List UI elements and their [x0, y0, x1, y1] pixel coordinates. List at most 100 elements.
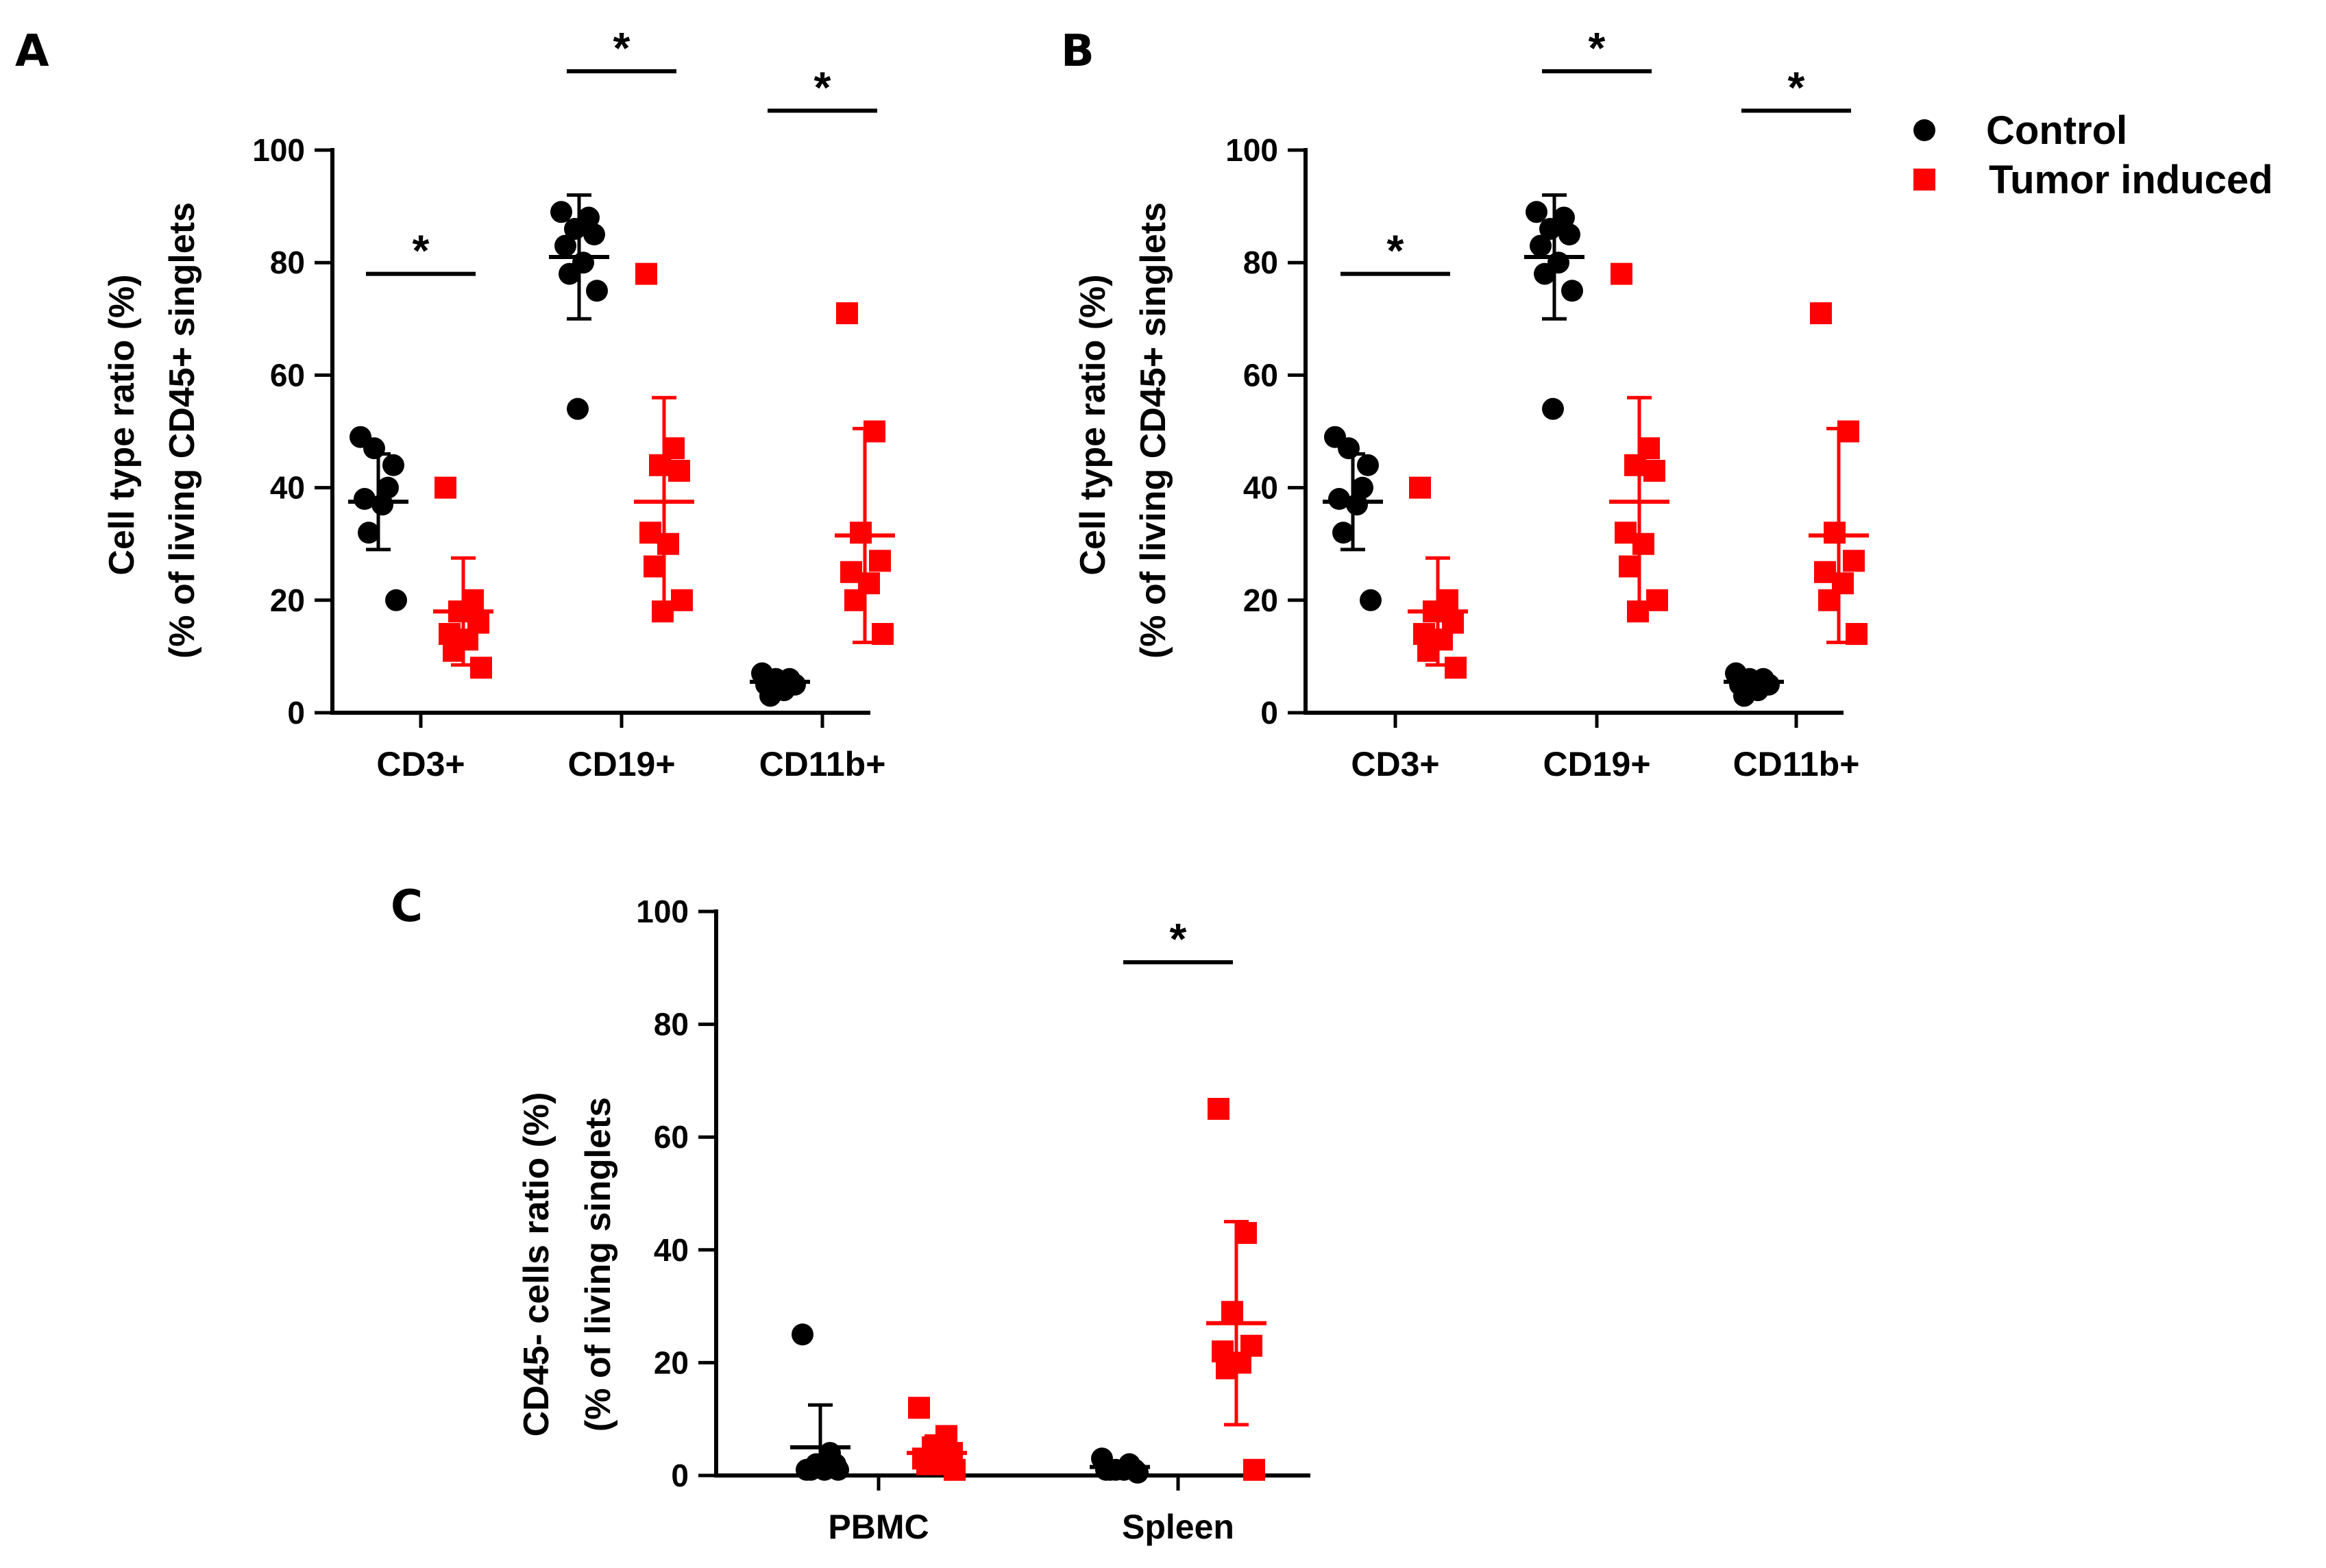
y-axis-label-line1: CD45- cells ratio (%) — [517, 1092, 556, 1437]
tumor-point — [657, 532, 679, 555]
control-point — [385, 589, 407, 611]
significance-star: * — [413, 226, 430, 275]
tumor-point — [1824, 522, 1846, 544]
y-tick-label: 80 — [654, 1007, 689, 1042]
control-point — [1099, 1458, 1121, 1481]
control-point — [1542, 397, 1564, 420]
plot-area-a: 0 20 40 60 80 100 CD3+ CD19+ CD11b+ * * * — [252, 23, 895, 783]
tumor-point — [644, 555, 665, 578]
y-tick-label: 60 — [270, 357, 305, 393]
tumor-point — [1445, 657, 1467, 679]
tumor-point — [864, 420, 885, 443]
tumor-point — [1619, 555, 1641, 578]
tumor-point — [836, 302, 858, 325]
control-point — [377, 476, 399, 499]
control-point — [1526, 201, 1547, 223]
tumor-point — [635, 262, 657, 285]
y-tick-label: 40 — [654, 1232, 689, 1268]
y-tick-label: 0 — [1260, 695, 1278, 731]
x-tick-label: CD3+ — [1351, 745, 1439, 783]
tumor-point — [1846, 623, 1868, 646]
y-tick-label: 0 — [671, 1458, 689, 1493]
tumor-point — [671, 589, 693, 611]
control-point — [792, 1323, 813, 1346]
x-tick-label: CD11b+ — [759, 745, 886, 783]
control-point — [559, 262, 580, 285]
control-point — [550, 201, 572, 223]
significance-star: * — [1589, 23, 1606, 73]
control-point — [1360, 589, 1382, 611]
tumor-point — [1624, 454, 1646, 476]
control-point — [363, 437, 385, 460]
legend-control-marker — [1913, 119, 1935, 141]
legend: Control Tumor induced — [1913, 108, 2273, 202]
tumor-point — [1208, 1098, 1229, 1120]
tumor-point — [649, 454, 671, 476]
control-point — [1351, 476, 1373, 499]
tumor-point — [652, 600, 674, 623]
panel-c: C CD45- cells ratio (%) (% of living sin… — [391, 881, 1310, 1546]
y-axis-label-line2: (% of living singlets — [578, 1097, 618, 1432]
y-axis-label-line2: (% of living CD45+ singlets — [1134, 202, 1173, 659]
tumor-point — [1843, 550, 1865, 572]
y-tick-label: 0 — [287, 695, 305, 731]
control-point — [800, 1458, 822, 1481]
x-tick-label: CD19+ — [1543, 745, 1650, 783]
tumor-point — [1243, 1458, 1265, 1481]
control-point — [583, 223, 605, 246]
legend-tumor-marker — [1913, 169, 1935, 191]
legend-control-label: Control — [1986, 108, 2127, 153]
y-axis-label-line1: Cell type ratio (%) — [1073, 274, 1113, 575]
tumor-point — [1632, 532, 1654, 555]
x-tick-label: CD11b+ — [1733, 745, 1860, 783]
control-point — [1332, 522, 1354, 544]
tumor-point — [850, 522, 872, 544]
control-point — [354, 488, 376, 511]
tumor-point — [1235, 1222, 1257, 1245]
tumor-point — [470, 657, 492, 679]
control-point — [1357, 454, 1379, 476]
x-tick-label: Spleen — [1122, 1508, 1234, 1546]
y-tick-label: 40 — [270, 470, 305, 506]
control-point — [1539, 217, 1561, 240]
control-point — [1328, 488, 1350, 511]
panel-letter-c: C — [391, 881, 423, 932]
control-point — [554, 234, 576, 257]
control-point — [586, 280, 608, 302]
tumor-point — [1221, 1301, 1243, 1323]
significance-star: * — [814, 63, 831, 112]
tumor-point — [1837, 420, 1859, 443]
significance-star: * — [1788, 63, 1805, 112]
control-point — [1534, 262, 1556, 285]
legend-tumor-label: Tumor induced — [1989, 158, 2273, 202]
tumor-point — [1417, 639, 1439, 662]
control-point — [1561, 280, 1583, 302]
x-tick-label: CD19+ — [567, 745, 675, 783]
control-point — [567, 397, 589, 420]
y-axis-label-line1: Cell type ratio (%) — [102, 274, 142, 575]
control-point — [1558, 223, 1580, 246]
tumor-point — [844, 589, 866, 611]
significance-star: * — [1387, 226, 1404, 275]
panel-letter-b: B — [1061, 26, 1094, 77]
significance-star: * — [1170, 914, 1187, 964]
control-point — [1530, 234, 1552, 257]
tumor-point — [1409, 476, 1431, 499]
control-point — [358, 522, 380, 544]
control-point — [564, 217, 586, 240]
panel-b: B Cell type ratio (%) (% of living CD45+… — [1061, 23, 1869, 783]
tumor-point — [869, 550, 891, 572]
y-tick-label: 100 — [252, 132, 305, 168]
tumor-point — [1611, 262, 1632, 285]
tumor-point — [916, 1453, 938, 1475]
tumor-point — [944, 1458, 966, 1481]
y-tick-label: 80 — [270, 245, 305, 280]
plot-area-b: 0 20 40 60 80 100 CD3+ CD19+ CD11b+ * * * — [1225, 23, 1869, 783]
tumor-point — [1818, 589, 1840, 611]
tumor-point — [1627, 600, 1649, 623]
control-point — [759, 685, 781, 707]
tumor-point — [1810, 302, 1832, 325]
panel-a: A Cell type ratio (%) (% of living CD45+… — [15, 23, 895, 783]
tumor-point — [443, 639, 465, 662]
